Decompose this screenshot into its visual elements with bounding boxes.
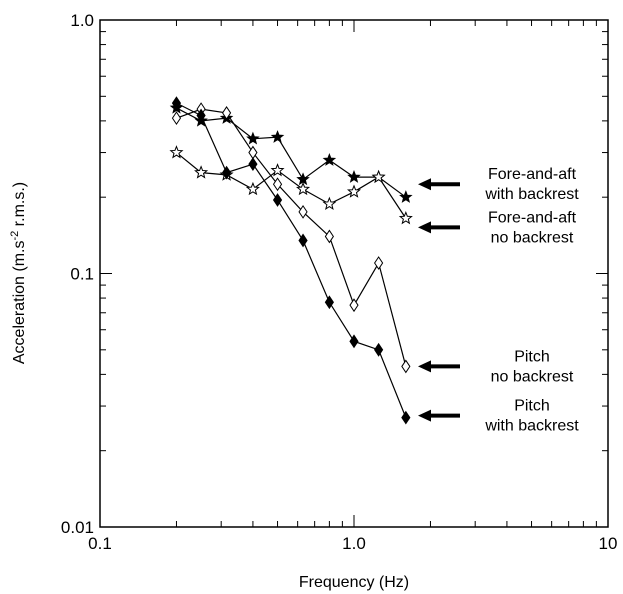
series-line	[176, 152, 407, 219]
data-point	[298, 204, 308, 219]
data-point	[374, 256, 384, 270]
annotation-0: Fore-and-aft with backrest	[418, 166, 579, 203]
data-point	[296, 181, 311, 196]
data-point	[324, 229, 334, 244]
annotation-arrow-head	[418, 360, 431, 373]
y-axis-label-sup: -2	[9, 231, 21, 241]
annotation-text: no backrest	[491, 229, 574, 246]
annotation-2: Pitch no backrest	[418, 348, 574, 385]
series-layer	[169, 96, 413, 425]
tick-labels: 0.1 1.0 100.010.11.0	[61, 11, 618, 553]
data-point	[270, 163, 285, 177]
annotations: Fore-and-aft with backrest Fore-and-aft no …	[418, 166, 579, 435]
ticks	[99, 20, 608, 528]
annotation-1: Fore-and-aft no backrest	[418, 209, 577, 246]
data-point	[401, 410, 411, 425]
y-tick-label: 0.01	[61, 518, 94, 537]
annotation-text: Pitch	[514, 398, 550, 415]
data-point	[248, 157, 258, 172]
x-tick-label: 10	[599, 534, 618, 553]
data-point	[371, 169, 386, 184]
data-point	[270, 130, 285, 143]
y-axis-label: Acceleration (m.s-2 r.m.s.)	[9, 182, 28, 364]
y-tick-label: 0.1	[70, 265, 94, 284]
data-point	[171, 111, 182, 126]
annotation-text: Pitch	[514, 348, 550, 365]
data-point	[194, 165, 209, 179]
series-line	[176, 108, 407, 367]
data-point	[272, 177, 283, 192]
y-tick-label: 1.0	[70, 11, 94, 30]
data-point	[322, 196, 337, 210]
annotation-text: no backrest	[491, 368, 574, 385]
data-point	[398, 211, 413, 225]
data-point	[401, 359, 411, 374]
annotation-arrow-head	[418, 178, 431, 191]
x-axis-label: Frequency (Hz)	[299, 574, 409, 591]
data-point	[349, 334, 359, 349]
data-point	[324, 295, 334, 310]
data-point	[246, 131, 260, 145]
data-point	[349, 298, 359, 313]
x-tick-label: 0.1	[88, 534, 112, 553]
data-point	[245, 181, 260, 196]
data-point	[322, 153, 337, 166]
data-point	[374, 342, 384, 357]
data-point	[399, 190, 413, 203]
data-point	[346, 184, 362, 198]
data-point	[272, 193, 283, 207]
y-axis-label-pre: Acceleration (m.s	[11, 241, 28, 365]
data-point	[221, 106, 232, 120]
annotation-text: Fore-and-aft	[488, 209, 577, 226]
series-line	[176, 102, 407, 418]
data-point	[196, 108, 206, 123]
annotation-arrow-head	[418, 221, 431, 234]
series-line	[176, 107, 407, 198]
annotation-arrow-head	[418, 409, 431, 422]
y-axis-label-post: r.m.s.)	[11, 182, 28, 231]
data-point	[169, 145, 184, 159]
plot-frame	[99, 19, 609, 528]
x-tick-label: 1.0	[342, 534, 366, 553]
data-point	[171, 96, 182, 111]
data-point	[298, 233, 308, 248]
annotation-text: with backrest	[484, 418, 579, 435]
annotation-text: with backrest	[484, 186, 579, 203]
data-point	[221, 165, 232, 180]
series-1	[169, 145, 413, 225]
data-point	[347, 170, 361, 183]
series-2	[171, 102, 411, 374]
series-3	[171, 96, 411, 425]
annotation-text: Fore-and-aft	[488, 166, 577, 183]
annotation-3: Pitch with backrest	[418, 398, 579, 435]
series-0	[169, 100, 413, 203]
